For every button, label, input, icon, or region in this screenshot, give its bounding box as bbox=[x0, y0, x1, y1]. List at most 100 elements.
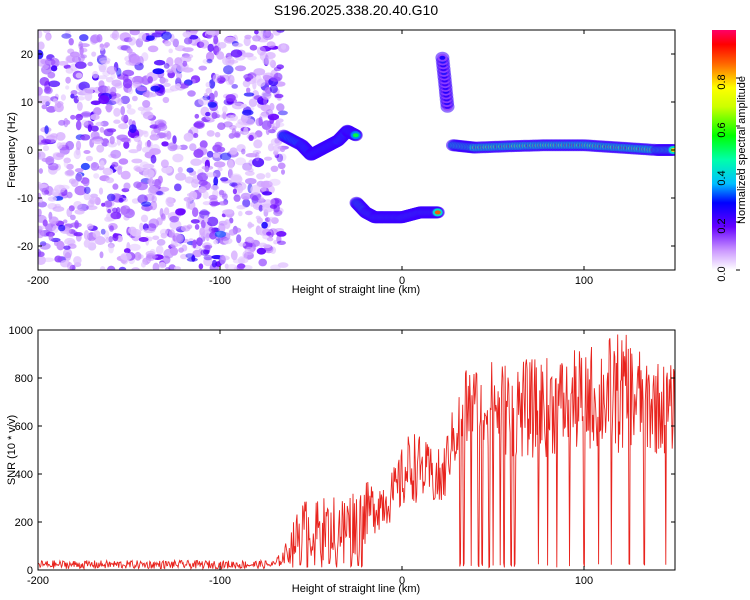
heat-cell bbox=[141, 261, 146, 268]
heat-cell bbox=[42, 145, 50, 152]
heat-cell bbox=[100, 228, 106, 235]
heat-cell bbox=[81, 119, 89, 126]
colorbar-label: Normalized spectral amplitude bbox=[736, 76, 748, 224]
heat-cell bbox=[97, 85, 109, 93]
colorbar-tick-label: 0.2 bbox=[716, 218, 728, 233]
heat-cell bbox=[226, 114, 235, 121]
heat-cell bbox=[136, 86, 148, 92]
heat-cell bbox=[118, 158, 129, 165]
heat-cell bbox=[256, 247, 267, 255]
heat-cell bbox=[82, 178, 90, 187]
heat-cell bbox=[64, 119, 71, 125]
heat-cell bbox=[178, 247, 185, 253]
heat-cell bbox=[128, 149, 139, 154]
heat-cell bbox=[117, 98, 123, 106]
heat-cell bbox=[154, 119, 167, 128]
heat-cell bbox=[281, 169, 285, 175]
heat-cell bbox=[242, 79, 251, 88]
heat-cell bbox=[38, 225, 46, 230]
heat-cell bbox=[52, 225, 59, 233]
heat-cell bbox=[63, 248, 73, 259]
heat-cell bbox=[192, 207, 199, 218]
heat-cell bbox=[236, 205, 246, 210]
heat-cell bbox=[110, 211, 122, 220]
heat-cell bbox=[70, 179, 79, 188]
heat-cell bbox=[99, 126, 105, 133]
heat-cell bbox=[217, 77, 226, 83]
x-tick-label: -200 bbox=[27, 575, 49, 587]
heat-cell bbox=[39, 77, 50, 86]
heat-cell bbox=[43, 30, 51, 34]
spectrogram-x-label: Height of straight line (km) bbox=[292, 284, 420, 296]
snr-line-layer bbox=[38, 334, 675, 570]
heat-cell bbox=[75, 140, 82, 151]
heat-cell bbox=[38, 86, 43, 96]
heat-cell bbox=[230, 49, 243, 58]
heat-cell bbox=[38, 229, 45, 239]
heat-cell bbox=[249, 44, 258, 51]
heat-cell bbox=[38, 41, 45, 50]
heat-cell bbox=[193, 122, 204, 128]
heat-cell bbox=[87, 124, 92, 132]
heat-cell bbox=[156, 191, 164, 196]
heat-cell bbox=[63, 245, 71, 250]
heat-cell bbox=[182, 67, 194, 73]
heat-cell bbox=[270, 198, 276, 205]
heat-cell bbox=[150, 154, 157, 164]
heat-cell bbox=[270, 165, 279, 172]
heat-cell bbox=[216, 51, 225, 60]
heat-cell bbox=[261, 191, 273, 196]
heat-cell bbox=[223, 36, 236, 44]
heat-cell bbox=[66, 169, 74, 176]
heat-cell bbox=[84, 186, 91, 194]
heat-cell bbox=[222, 105, 228, 113]
heat-cell bbox=[91, 51, 97, 57]
heat-cell bbox=[248, 134, 254, 141]
heat-cell bbox=[38, 181, 42, 190]
heat-cell bbox=[439, 55, 446, 60]
heat-cell bbox=[105, 177, 115, 184]
heat-cell bbox=[227, 59, 239, 64]
x-tick-label: -100 bbox=[209, 575, 231, 587]
heat-cell bbox=[206, 216, 219, 227]
heat-cell bbox=[112, 207, 118, 213]
heat-cell bbox=[190, 219, 200, 224]
heat-cell bbox=[196, 237, 203, 247]
heat-cell bbox=[208, 201, 221, 206]
heat-cell bbox=[256, 217, 263, 224]
heat-cell bbox=[99, 160, 105, 169]
y-tick-label: 10 bbox=[21, 97, 33, 109]
heat-cell bbox=[131, 75, 144, 85]
heat-cell bbox=[99, 251, 104, 259]
heat-cell bbox=[237, 184, 244, 194]
heat-cell bbox=[110, 86, 117, 95]
heat-cell bbox=[89, 197, 95, 204]
heat-cell bbox=[44, 125, 49, 135]
heat-cell bbox=[175, 172, 187, 181]
heat-cell bbox=[68, 205, 75, 212]
heat-cell bbox=[75, 172, 83, 183]
y-tick-label: 200 bbox=[15, 517, 33, 529]
heat-cell bbox=[73, 201, 83, 209]
heat-cell bbox=[179, 144, 188, 150]
heat-region-ridge-3 bbox=[446, 139, 675, 156]
heat-cell bbox=[276, 30, 285, 33]
heat-cell bbox=[94, 236, 106, 245]
heat-cell bbox=[172, 135, 177, 144]
heat-cell bbox=[212, 144, 222, 153]
heat-cell bbox=[218, 223, 226, 233]
heat-cell bbox=[246, 87, 251, 93]
heat-cell bbox=[91, 138, 104, 145]
heat-cell bbox=[142, 100, 151, 108]
heat-cell bbox=[261, 120, 272, 131]
heat-cell bbox=[187, 200, 196, 210]
heat-cell bbox=[175, 208, 186, 216]
heat-cell bbox=[75, 61, 87, 69]
x-tick-label: -200 bbox=[27, 275, 49, 287]
heat-cell bbox=[112, 232, 119, 242]
heat-cell bbox=[38, 168, 44, 174]
heat-cell bbox=[58, 184, 70, 190]
heat-cell bbox=[41, 104, 48, 110]
heat-cell bbox=[101, 138, 110, 147]
heat-cell bbox=[38, 208, 42, 217]
